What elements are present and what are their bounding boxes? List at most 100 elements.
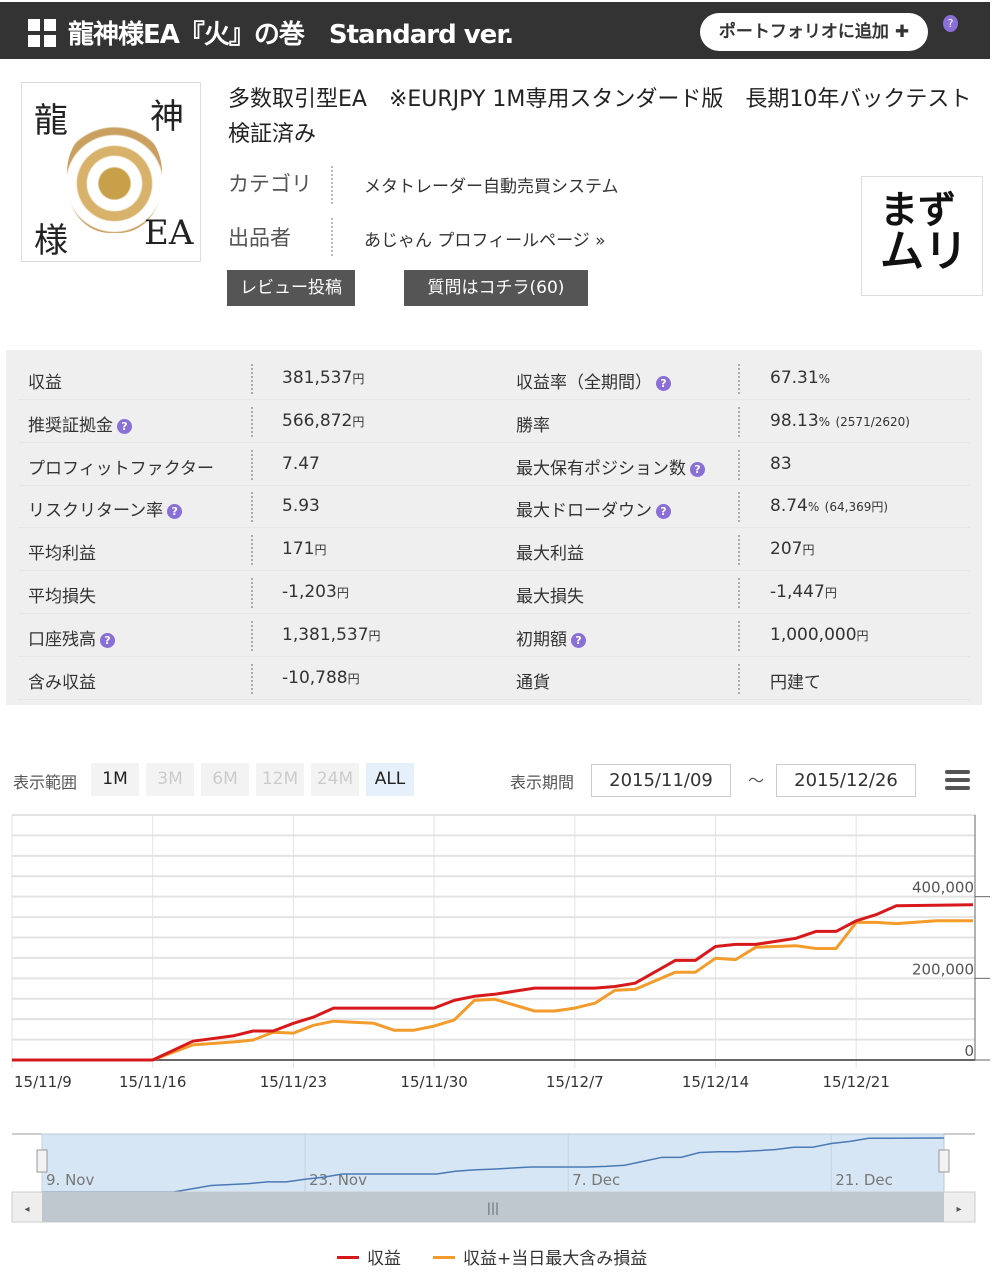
stat-value: 98.13% (2571/2620)	[770, 410, 910, 431]
scrollbar-thumb[interactable]	[42, 1192, 944, 1222]
stat-value: 566,872円	[282, 410, 365, 431]
scrollbar-grip-icon[interactable]: |||	[487, 1201, 499, 1215]
stat-label: 初期額?	[516, 625, 586, 650]
x-tick-label: 15/11/9	[14, 1073, 72, 1091]
range-label: 表示範囲	[13, 773, 78, 792]
help-icon[interactable]: ?	[117, 418, 132, 434]
add-to-portfolio-button[interactable]: ポートフォリオに追加 ✚	[700, 13, 928, 51]
seller-avatar[interactable]: まず ムリ	[861, 176, 983, 296]
divider	[738, 364, 740, 394]
y-tick-label: 400,000	[912, 879, 974, 897]
category-label: カテゴリ	[228, 172, 312, 196]
navigator-tick-label: 9. Nov	[46, 1171, 94, 1189]
logo-char: 龍	[34, 101, 68, 141]
seller-profile-link[interactable]: あじゃん プロフィールページ »	[364, 231, 606, 251]
product-logo: 龍 神 様 EA	[21, 82, 201, 262]
range-button-24m[interactable]: 24M	[311, 763, 359, 796]
range-button-all[interactable]: ALL	[366, 763, 414, 796]
divider	[738, 449, 740, 480]
divider	[738, 535, 740, 566]
legend-item-profit-plus-unrealized[interactable]: 収益+当日最大含み損益	[433, 1244, 647, 1269]
x-tick-label: 15/12/7	[546, 1073, 604, 1091]
divider	[251, 663, 253, 694]
stat-value: -10,788円	[282, 667, 360, 688]
divider	[331, 166, 333, 204]
stat-value: 67.31%	[770, 368, 831, 388]
range-button-12m[interactable]: 12M	[256, 763, 304, 796]
logo-char: 様	[34, 221, 68, 261]
divider	[738, 620, 740, 651]
navigator-tick-label: 7. Dec	[572, 1171, 620, 1189]
navigator-tick-label: 21. Dec	[835, 1171, 893, 1189]
range-button-3m[interactable]: 3M	[146, 763, 194, 796]
range-button-1m[interactable]: 1M	[91, 763, 139, 796]
divider	[251, 406, 253, 437]
stat-label: 推奨証拠金?	[28, 411, 132, 436]
divider	[331, 218, 333, 256]
divider	[738, 578, 740, 608]
range-button-6m[interactable]: 6M	[201, 763, 249, 796]
header-bar: 龍神様EA『火』の巻 Standard ver. ポートフォリオに追加 ✚ ?	[0, 2, 990, 59]
divider	[738, 492, 740, 523]
stat-label: 平均損失	[28, 587, 96, 607]
logo-char: 神	[150, 97, 184, 137]
stat-value: -1,447円	[770, 582, 837, 602]
stat-label: 勝率	[516, 415, 550, 436]
stat-value: 171円	[282, 539, 327, 560]
stat-value: 381,537円	[282, 368, 365, 388]
stat-value: 円建て	[770, 672, 821, 693]
chart-navigator[interactable]: 9. Nov 23. Nov 7. Dec 21. Dec ||| ◂ ▸	[0, 1125, 993, 1225]
stats-row: 推奨証拠金? 566,872円 勝率 98.13% (2571/2620)	[18, 401, 970, 443]
stat-value: 8.74% (64,369円)	[770, 496, 889, 517]
stat-label: 収益率（全期間）?	[516, 368, 671, 393]
seller-label: 出品者	[228, 226, 291, 250]
stat-value: -1,203円	[282, 582, 349, 602]
stats-row: 平均利益 171円 最大利益 207円	[18, 529, 970, 572]
stat-label: 含み収益	[28, 672, 96, 693]
logo-char: EA	[144, 213, 194, 253]
scroll-right-icon[interactable]: ▸	[956, 1204, 961, 1215]
stats-row: 含み収益 -10,788円 通貨 円建て	[18, 658, 970, 700]
menu-icon[interactable]	[945, 770, 970, 790]
navigator-series	[42, 1137, 945, 1193]
stat-label: 収益	[28, 373, 62, 393]
stat-value: 1,381,537円	[282, 624, 381, 645]
divider	[738, 663, 740, 694]
stat-label: 口座残高?	[28, 625, 115, 650]
divider	[251, 620, 253, 651]
profit-chart: 15/11/9 15/11/16 15/11/23 15/11/30 15/12/7 15…	[11, 814, 990, 1091]
stats-table: 収益 381,537円 収益率（全期間）? 67.31% 推奨証拠金? 566,…	[6, 350, 982, 705]
stat-value: 83	[770, 453, 792, 474]
date-from-input[interactable]: 2015/11/09	[591, 764, 731, 797]
category-value[interactable]: メタトレーダー自動売買システム	[364, 177, 619, 197]
navigator-handle[interactable]	[938, 1149, 950, 1173]
help-icon[interactable]: ?	[656, 504, 671, 520]
stats-row: 口座残高? 1,381,537円 初期額? 1,000,000円	[18, 615, 970, 657]
help-icon[interactable]: ?	[690, 461, 705, 477]
stat-label: 最大ドローダウン?	[516, 496, 671, 521]
help-icon[interactable]: ?	[571, 632, 586, 648]
help-icon[interactable]: ?	[656, 376, 671, 391]
legend-item-profit[interactable]: 収益	[337, 1244, 401, 1269]
help-icon[interactable]: ?	[943, 15, 958, 32]
divider	[251, 492, 253, 523]
help-icon[interactable]: ?	[100, 632, 115, 648]
stat-label: 通貨	[516, 672, 550, 693]
tilde: ～	[748, 771, 765, 790]
stat-value: 207円	[770, 539, 815, 560]
date-to-input[interactable]: 2015/12/26	[776, 764, 916, 797]
stat-label: 最大損失	[516, 587, 584, 607]
stat-value: 1,000,000円	[770, 624, 869, 645]
review-button[interactable]: レビュー投稿	[227, 270, 355, 306]
scroll-left-icon[interactable]: ◂	[24, 1204, 29, 1215]
divider	[251, 364, 253, 394]
x-tick-label: 15/11/23	[260, 1073, 327, 1091]
stats-row: 収益 381,537円 収益率（全期間）? 67.31%	[18, 358, 970, 400]
help-icon[interactable]: ?	[167, 504, 183, 520]
stat-label: 平均利益	[28, 544, 96, 565]
navigator-handle[interactable]	[36, 1149, 48, 1173]
y-tick-label: 0	[964, 1042, 974, 1060]
stat-label: 最大利益	[516, 544, 584, 565]
stats-row: リスクリターン率? 5.93 最大ドローダウン? 8.74% (64,369円)	[18, 486, 970, 529]
question-button[interactable]: 質問はコチラ(60)	[404, 270, 588, 306]
